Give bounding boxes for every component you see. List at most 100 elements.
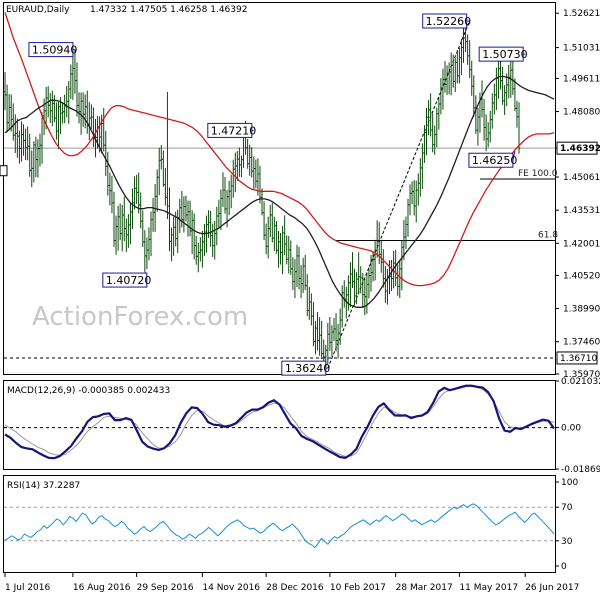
price-ytick-label: 1.40520 xyxy=(563,271,600,281)
ohlc-bar xyxy=(507,64,510,99)
ohlc-bar xyxy=(5,84,9,133)
ohlc-bar xyxy=(406,198,410,237)
ohlc-bar xyxy=(186,200,190,237)
x-tick-label: 14 Nov 2016 xyxy=(202,583,260,593)
ohlc-bar xyxy=(458,47,461,84)
x-tick-label: 10 Feb 2017 xyxy=(330,583,386,593)
ohlc-bar xyxy=(486,122,490,148)
ohlc-bar xyxy=(215,206,218,246)
callout-box xyxy=(422,13,468,29)
ohlc-bar xyxy=(384,266,387,303)
x-tick-label: 28 Dec 2016 xyxy=(266,583,324,593)
macd-line xyxy=(4,384,555,460)
ohlc-bar xyxy=(476,107,480,146)
ohlc-bar xyxy=(351,252,354,288)
price-ytick-label: 1.49611 xyxy=(563,74,600,84)
ohlc-bar xyxy=(106,151,110,196)
ohlc-bar xyxy=(182,196,186,233)
macd-ytick-label: 0.00 xyxy=(561,424,581,434)
ohlc-bar xyxy=(155,169,159,212)
ohlc-bar xyxy=(454,58,457,93)
ohlc-bar xyxy=(320,320,323,360)
ohlc-bar xyxy=(232,159,235,198)
watermark: ActionForex.com xyxy=(32,302,248,332)
ohlc-bar xyxy=(81,92,85,127)
ohlc-bar xyxy=(67,81,70,124)
ohlc-bar xyxy=(421,143,424,189)
ohlc-bar xyxy=(28,133,31,177)
macd-ytick-label: 0.021032 xyxy=(561,377,600,387)
ohlc-bar xyxy=(57,102,60,150)
rsi-ytick-label: 0 xyxy=(561,562,567,572)
ohlc-bar xyxy=(355,272,358,305)
ohlc-bar xyxy=(452,54,455,88)
ohlc-bar xyxy=(195,235,198,265)
ohlc-bar xyxy=(365,272,369,314)
fe-label: FE 100.0 xyxy=(518,169,558,179)
ohlc-bar xyxy=(112,191,116,247)
callout-label: 1.36240 xyxy=(285,362,331,375)
x-axis: 1 Jul 2016 16 Aug 2016 29 Sep 2016 14 Nov 2… xyxy=(4,572,579,593)
callout-box xyxy=(102,272,148,288)
x-tick-label: 16 Aug 2016 xyxy=(73,583,131,593)
ohlc-bar xyxy=(353,268,356,306)
ohlc-bar xyxy=(310,293,313,326)
callout-box xyxy=(478,46,524,62)
ohlc-bar xyxy=(238,147,241,177)
ohlc-bar xyxy=(69,64,73,99)
ohlc-bar xyxy=(36,139,40,178)
ohlc-bar xyxy=(511,58,515,95)
ohlc-bar xyxy=(254,159,258,189)
ohlc-bar xyxy=(435,107,438,148)
ohlc-bar xyxy=(361,273,364,309)
ohlc-bar xyxy=(445,65,449,95)
macd-panel: 0.021032 0.00 -0.018699 xyxy=(4,377,600,475)
ohlc-bar xyxy=(164,167,167,206)
ohlc-bar xyxy=(75,62,79,117)
ohlc-bar xyxy=(336,323,340,359)
macd-ytick-label: -0.018699 xyxy=(561,465,600,475)
ohlc-bar xyxy=(248,144,251,176)
ohlc-bar xyxy=(127,214,130,248)
ohlc-bar xyxy=(417,173,420,206)
ohlc-bar xyxy=(318,317,321,356)
ohlc-bar xyxy=(63,94,66,124)
ohlc-bar xyxy=(367,267,371,299)
ohlc-bar xyxy=(22,124,25,156)
ohlc-bar xyxy=(166,92,169,220)
ohlc-bar xyxy=(489,110,492,143)
ohlc-bar xyxy=(88,102,91,141)
ohlc-bar xyxy=(449,52,453,96)
callout-label: 1.47210 xyxy=(211,124,256,137)
ohlc-bar xyxy=(16,118,19,158)
ohlc-bar xyxy=(49,93,52,124)
macd-title: MACD(12,26,9) -0.000385 0.002433 xyxy=(7,386,170,396)
left-edge-marker xyxy=(0,165,8,177)
ohlc-bar xyxy=(77,92,81,124)
ohlc-bar xyxy=(482,98,486,141)
ohlc-bar xyxy=(14,114,17,153)
ohlc-bar xyxy=(110,175,114,214)
ohlc-bar xyxy=(86,90,89,134)
ohlc-bar xyxy=(260,188,264,216)
ohlc-bar xyxy=(176,209,179,254)
ohlc-values: 1.47332 1.47505 1.46258 1.46392 xyxy=(90,5,247,15)
ohlc-bar xyxy=(410,181,414,205)
ohlc-bar xyxy=(412,180,416,216)
ohlc-bar xyxy=(341,285,344,328)
ohlc-bar xyxy=(330,325,334,358)
ohlc-bar xyxy=(283,215,286,256)
ohlc-bar xyxy=(285,235,288,265)
ohlc-bar xyxy=(495,67,498,110)
rsi-ytick-label: 70 xyxy=(561,503,573,513)
ohlc-bar xyxy=(289,240,293,275)
ohlc-bar xyxy=(209,210,212,247)
ohlc-bar xyxy=(190,210,194,254)
ohlc-bar xyxy=(262,201,266,241)
ohlc-bar xyxy=(203,223,206,256)
ohlc-bar xyxy=(334,313,338,352)
ohlc-bar xyxy=(188,200,192,237)
ohlc-bar xyxy=(312,302,315,347)
ohlc-bar xyxy=(297,246,301,290)
